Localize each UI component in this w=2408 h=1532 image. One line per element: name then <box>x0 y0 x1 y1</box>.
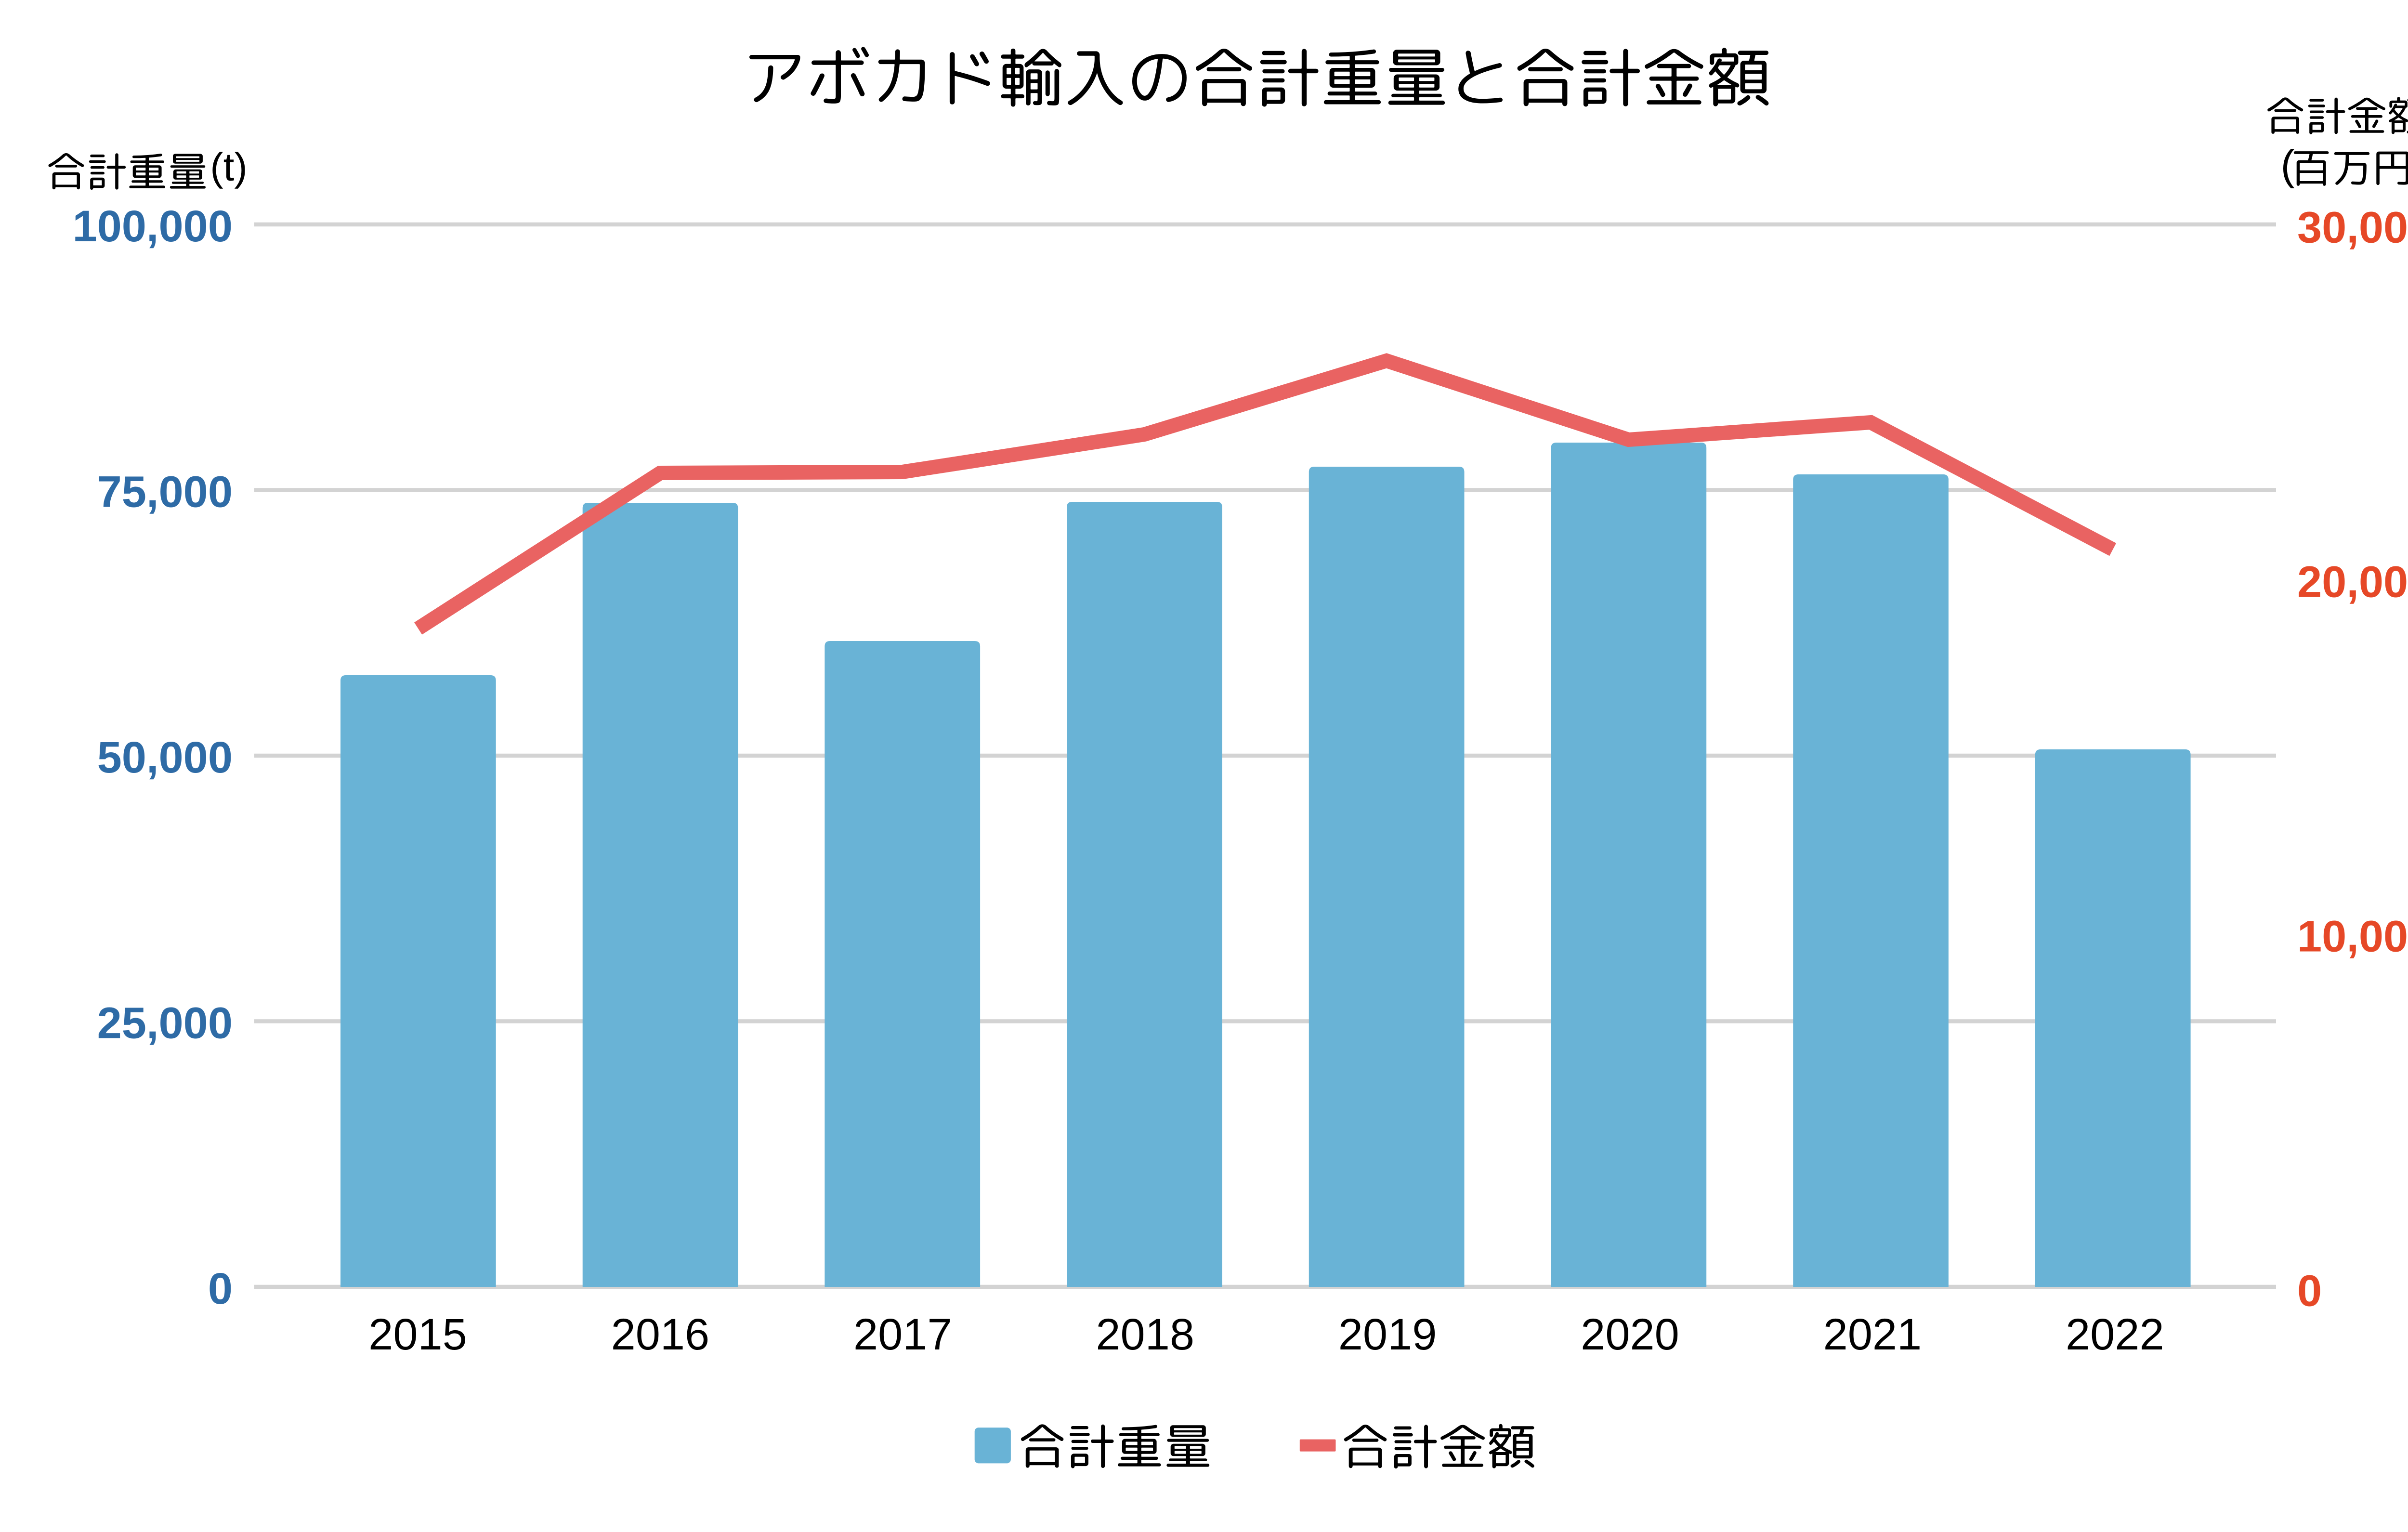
svg-text:2022: 2022 <box>2066 1310 2164 1359</box>
svg-text:2021: 2021 <box>1823 1310 1922 1359</box>
svg-text:10,000: 10,000 <box>2297 912 2408 961</box>
svg-text:2018: 2018 <box>1096 1310 1194 1359</box>
svg-text:100,000: 100,000 <box>72 202 233 251</box>
svg-text:2015: 2015 <box>368 1310 467 1359</box>
svg-text:2020: 2020 <box>1581 1310 1679 1359</box>
svg-text:75,000: 75,000 <box>97 468 233 517</box>
svg-text:0: 0 <box>208 1264 233 1313</box>
svg-text:25,000: 25,000 <box>97 999 233 1048</box>
svg-text:0: 0 <box>2297 1267 2322 1316</box>
svg-text:30,000: 30,000 <box>2297 203 2408 252</box>
svg-text:50,000: 50,000 <box>97 733 233 782</box>
svg-text:2019: 2019 <box>1338 1310 1437 1359</box>
svg-text:20,000: 20,000 <box>2297 558 2408 607</box>
svg-text:2016: 2016 <box>611 1310 710 1359</box>
svg-text:2017: 2017 <box>853 1310 952 1359</box>
